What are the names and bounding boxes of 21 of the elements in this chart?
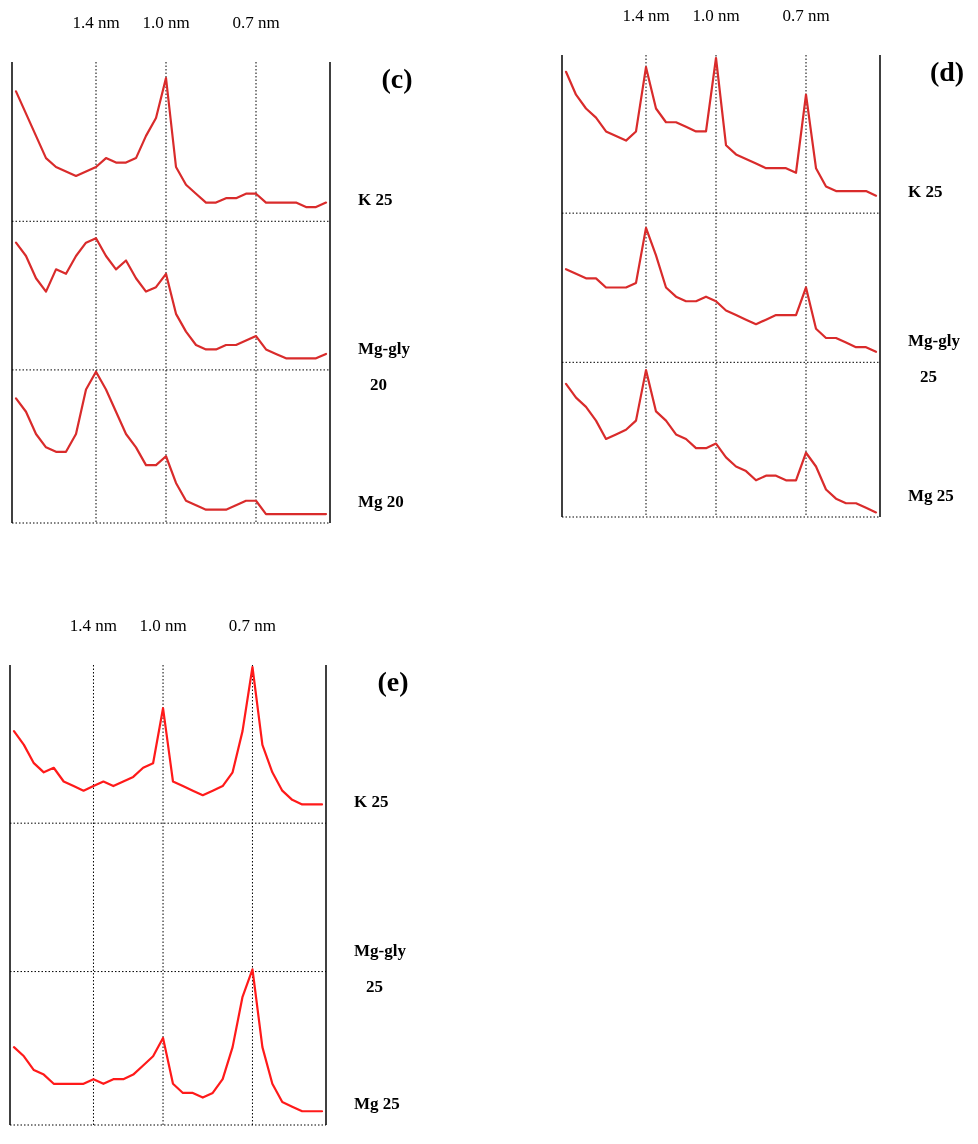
text: Mg-gly 20 xyxy=(358,338,411,394)
x-tick-label: 1.0 nm xyxy=(139,616,187,635)
x-tick-label: 0.7 nm xyxy=(232,13,280,32)
x-tick-label: 1.0 nm xyxy=(692,6,740,25)
series-label: K 25 xyxy=(354,792,389,812)
text: (c) xyxy=(381,63,413,94)
series-label: Mg-gly 25 xyxy=(908,331,961,387)
series-label: Mg 20 xyxy=(358,492,404,511)
x-tick-label: 1.4 nm xyxy=(72,13,120,32)
x-tick-label: 0.7 nm xyxy=(782,6,830,25)
x-tick-label: 0.7 nm xyxy=(228,616,277,635)
x-tick-label: 1.4 nm xyxy=(622,6,670,25)
x-tick-label: 1.4 nm xyxy=(69,616,118,635)
series-label: K 25 xyxy=(908,182,943,202)
series-label: Mg 25 xyxy=(908,486,954,505)
x-tick-label: 1.0 nm xyxy=(142,13,190,32)
series-label: Mg 25 xyxy=(354,1094,400,1113)
text: Mg-gly 25 xyxy=(354,940,407,996)
text: (e) xyxy=(377,666,409,697)
text: (d) xyxy=(929,56,965,87)
series-label: K 25 xyxy=(358,190,393,210)
